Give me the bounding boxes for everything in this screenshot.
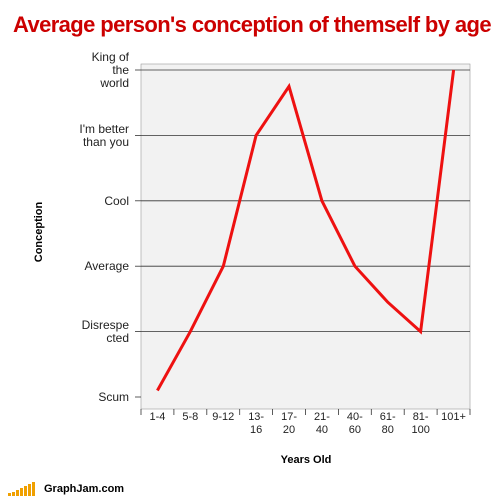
x-tick-label: 21-40 [314,411,330,436]
y-tick-label: Scum [98,390,129,404]
y-tick-label: Disrespe cted [82,318,130,345]
x-tick-label: 81-100 [411,411,429,436]
y-axis-label: Conception [33,201,45,262]
y-axis: Scum Disrespe cted Average Cool I'm better tha… [79,50,141,404]
x-tick-label: 101+ [441,411,466,423]
x-tick-label: 40-60 [347,411,363,436]
y-tick-label: Average [85,259,130,273]
bar-chart-logo-icon [8,482,35,496]
series-line [156,69,456,392]
x-tick-label: 13-16 [248,411,264,436]
y-tick-label: King of the world [92,50,130,90]
chart-title: Average person's conception of themself … [12,12,492,37]
site-name: GraphJam.com [44,483,125,495]
gridlines [141,69,470,333]
x-axis: 1-4 5-8 9-12 13-16 17-20 21-40 40-60 61-80 81-10… [140,409,471,436]
x-tick-label: 9-12 [212,411,234,423]
x-tick-label: 17-20 [281,411,297,436]
y-tick-label: I'm better than you [79,122,129,149]
x-tick-label: 1-4 [149,411,165,423]
x-tick-label: 61-80 [380,411,396,436]
x-axis-label: Years Old [281,454,332,466]
y-tick-label: Cool [104,194,129,208]
series-layer [156,69,456,392]
plot-area [140,63,471,410]
x-tick-label: 5-8 [182,411,198,423]
footer: GraphJam.com [8,480,124,496]
